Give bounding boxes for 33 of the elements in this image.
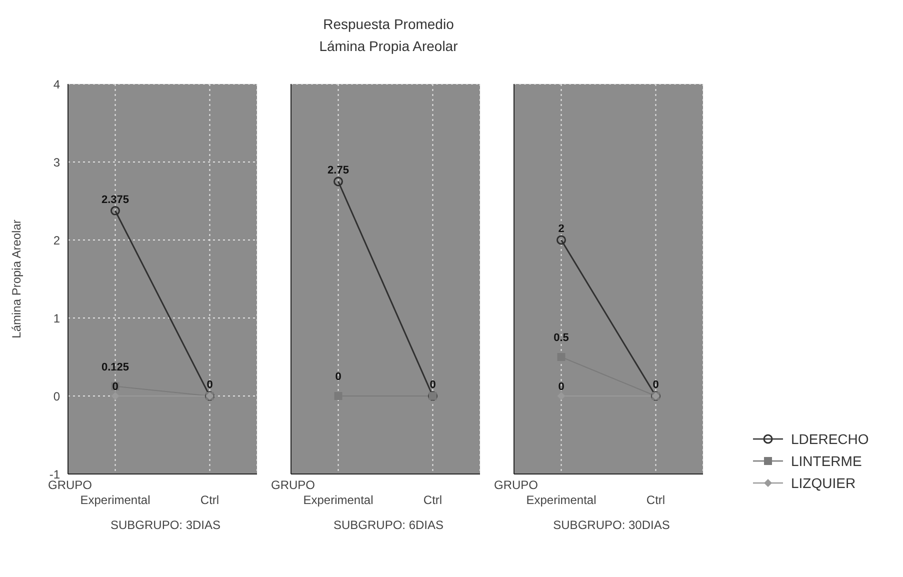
data-label: 2.375: [101, 194, 130, 206]
data-label: 2: [558, 223, 564, 235]
data-label: 0: [652, 379, 659, 391]
text: SUBGRUPO: 30DIAS: [552, 518, 671, 532]
data-label: 0.125: [101, 361, 130, 374]
y-tick-label: 3: [53, 155, 60, 170]
y-tick-label: 0: [53, 389, 60, 404]
y-tick-label: 2: [53, 233, 60, 248]
data-label: 0: [430, 379, 436, 391]
legend-label: LINTERME: [791, 453, 862, 469]
y-tick-label: 4: [53, 77, 60, 92]
legend-label: LIZQUIER: [791, 475, 856, 491]
x-tick-label: Experimental: [303, 493, 374, 507]
x-tick-label: Ctrl: [200, 493, 220, 507]
legend-label: LDERECHO: [791, 431, 869, 447]
x-axis-title: GRUPO: [271, 478, 316, 492]
chart-subtitle: Lámina Propia Areolar: [318, 38, 459, 54]
y-tick-label: 1: [53, 311, 60, 326]
x-tick-label: Ctrl: [646, 493, 666, 507]
text: SUBGRUPO: 3DIAS: [109, 518, 222, 532]
x-tick-label: Experimental: [526, 493, 596, 507]
data-label: 0: [206, 379, 213, 391]
data-label: 2.75: [328, 164, 349, 176]
x-axis-title: GRUPO: [494, 478, 538, 492]
y-axis-title: Lámina Propia Areolar: [9, 220, 24, 338]
data-label: 0: [112, 381, 118, 393]
data-label: 0.5: [554, 332, 569, 344]
data-label: 0: [558, 381, 564, 393]
text: SUBGRUPO: 6DIAS: [332, 518, 445, 532]
x-tick-label: Ctrl: [423, 493, 442, 507]
data-label: 0: [335, 371, 342, 383]
chart-title: Respuesta Promedio: [322, 16, 455, 32]
x-tick-label: Experimental: [80, 493, 150, 507]
